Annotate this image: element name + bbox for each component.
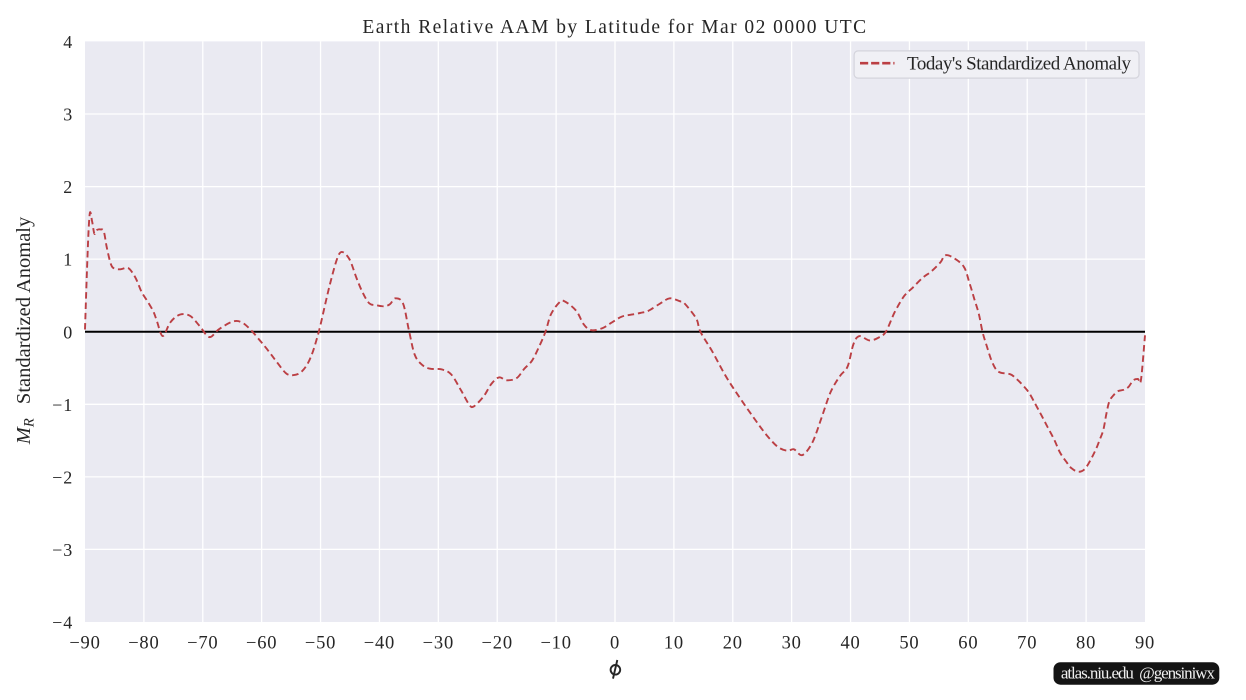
svg-text:1: 1 bbox=[63, 250, 73, 270]
svg-text:−2: −2 bbox=[52, 467, 73, 487]
svg-text:60: 60 bbox=[958, 634, 978, 654]
svg-text:3: 3 bbox=[63, 105, 73, 125]
svg-text:−4: −4 bbox=[52, 613, 73, 633]
svg-text:Earth Relative AAM by Latitude: Earth Relative AAM by Latitude for Mar 0… bbox=[362, 17, 867, 38]
svg-text:90: 90 bbox=[1135, 634, 1155, 654]
svg-text:10: 10 bbox=[664, 634, 684, 654]
svg-text:4: 4 bbox=[63, 32, 73, 52]
svg-text:30: 30 bbox=[782, 634, 802, 654]
svg-text:−40: −40 bbox=[364, 634, 395, 654]
svg-text:−70: −70 bbox=[187, 634, 218, 654]
svg-text:Today's Standardized Anomaly: Today's Standardized Anomaly bbox=[907, 54, 1131, 75]
svg-text:−10: −10 bbox=[540, 634, 571, 654]
svg-text:−80: −80 bbox=[128, 634, 159, 654]
svg-text:−90: −90 bbox=[69, 634, 100, 654]
svg-text:−30: −30 bbox=[423, 634, 454, 654]
svg-text:−1: −1 bbox=[52, 395, 73, 415]
svg-text:50: 50 bbox=[899, 634, 919, 654]
svg-text:2: 2 bbox=[63, 177, 73, 197]
svg-text:MR Standardized Anomaly: MR Standardized Anomaly bbox=[13, 216, 38, 445]
svg-text:−20: −20 bbox=[482, 634, 513, 654]
svg-text:−60: −60 bbox=[246, 634, 277, 654]
svg-text:0: 0 bbox=[63, 322, 73, 342]
svg-text:0: 0 bbox=[610, 634, 620, 654]
svg-text:−3: −3 bbox=[52, 540, 73, 560]
svg-text:80: 80 bbox=[1076, 634, 1096, 654]
svg-text:40: 40 bbox=[841, 634, 861, 654]
svg-text:70: 70 bbox=[1017, 634, 1037, 654]
svg-text:−50: −50 bbox=[305, 634, 336, 654]
svg-text:atlas.niu.edu @gensiniwx: atlas.niu.edu @gensiniwx bbox=[1061, 664, 1216, 683]
svg-text:20: 20 bbox=[723, 634, 743, 654]
